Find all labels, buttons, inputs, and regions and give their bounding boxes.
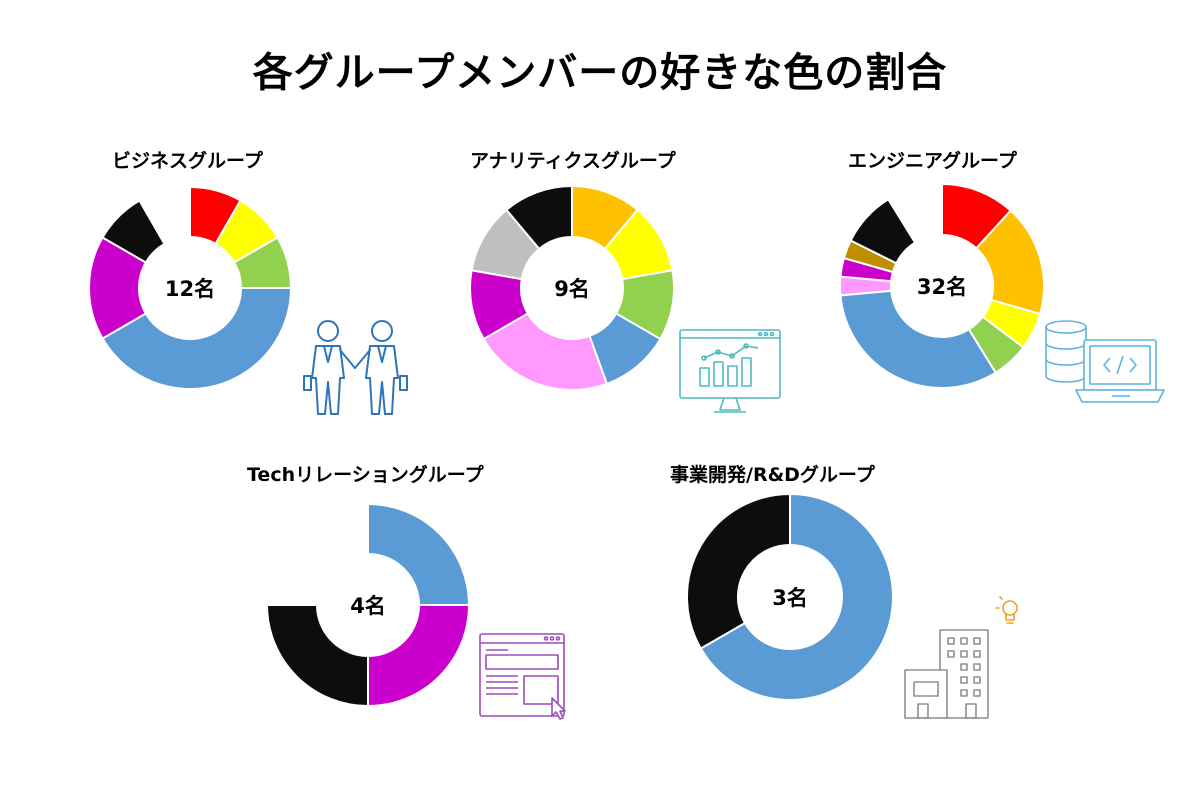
analytics-monitor-icon [679,329,781,413]
donut-center-label: 3名 [772,586,808,610]
donut-center-label: 9名 [554,277,590,301]
donut-slice-black [265,604,369,708]
donut-center-label: 4名 [350,594,386,618]
donut-slice-black [505,184,573,251]
group-title-engineer: エンジニアグループ [848,150,1017,172]
main-title: 各グループメンバーの好きな色の割合 [252,50,948,96]
building-lightbulb-icon [904,596,1018,719]
donut-slice-blue [101,287,293,390]
donut-slice-white [138,185,191,246]
donut-slice-black [686,492,791,650]
donut-center-label: 12名 [165,277,215,301]
donut-slice-white [265,502,369,606]
group-title-analytics: アナリティクスグループ [470,150,676,172]
engineer-database-laptop-icon [1045,320,1165,403]
web-browser-icon [479,633,566,720]
group-title-bizdev: 事業開発/R&Dグループ [670,464,875,486]
group-title-business: ビジネスグループ [112,150,263,172]
donut-slice-blue [839,289,998,389]
donut-slice-white [886,182,943,245]
donut-slice-magenta [367,604,471,708]
group-title-techrelation: Techリレーショングループ [247,464,484,486]
donut-slice-blue [699,492,894,701]
donut-slice-pink [482,312,609,391]
donut-slice-blue [367,502,471,606]
business-handshake-icon [303,320,408,415]
donut-center-label: 32名 [917,275,967,299]
